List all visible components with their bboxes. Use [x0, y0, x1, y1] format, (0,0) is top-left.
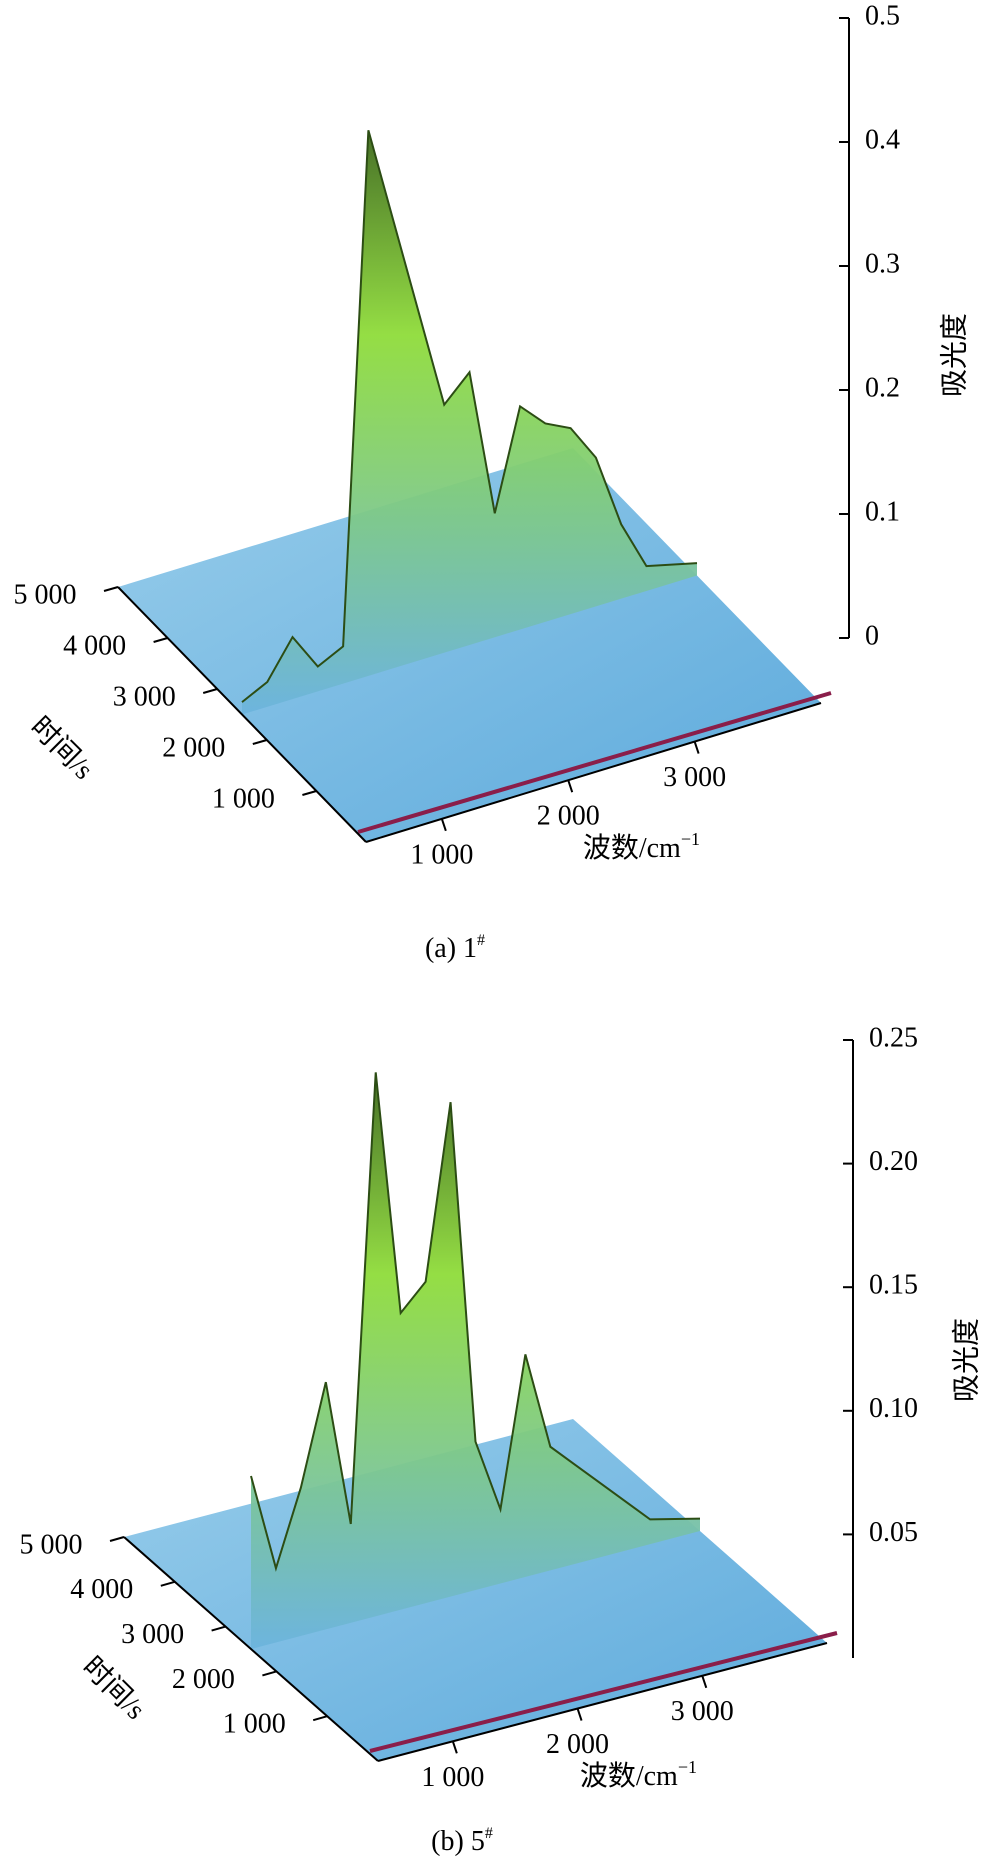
y-tick — [252, 739, 268, 745]
x-axis-label: 波数/cm−1 — [580, 1757, 697, 1792]
y-tick-label: 2 000 — [172, 1664, 235, 1695]
z-tick-label: 0.05 — [869, 1517, 918, 1548]
y-axis — [117, 586, 367, 843]
caption-sup: # — [477, 932, 485, 949]
y-tick — [109, 1536, 125, 1542]
z-tick-label: 0.15 — [869, 1270, 918, 1301]
y-tick-label: 5 000 — [14, 579, 77, 610]
y-tick-label: 3 000 — [113, 681, 176, 712]
y-tick-label: 4 000 — [70, 1574, 133, 1605]
y-tick-label: 2 000 — [162, 732, 225, 763]
y-tick-label: 5 000 — [20, 1529, 83, 1560]
y-tick — [103, 586, 119, 592]
z-tick-label: 0.20 — [869, 1146, 918, 1177]
z-tick-label: 0.10 — [869, 1393, 918, 1424]
surface-ridge — [251, 1072, 700, 1649]
y-tick — [312, 1715, 328, 1722]
z-tick-label: 0.1 — [865, 496, 900, 527]
x-tick-label: 2 000 — [537, 801, 600, 832]
caption-sup: # — [485, 1825, 493, 1842]
z-axis-label: 吸光度 — [938, 313, 970, 397]
y-tick — [202, 688, 218, 694]
z-axis-label: 吸光度 — [950, 1318, 982, 1402]
x-tick-label: 1 000 — [410, 839, 473, 870]
x-tick — [693, 741, 700, 754]
caption-text: (a) 1 — [425, 933, 477, 964]
x-tick — [440, 818, 447, 832]
front-edge — [369, 1631, 838, 1753]
x-axis-label-text: 波数/cm — [580, 1760, 678, 1792]
x-tick-label: 1 000 — [421, 1762, 484, 1793]
x-axis-label: 波数/cm−1 — [583, 829, 700, 864]
x-axis-label-text: 波数/cm — [583, 832, 681, 864]
y-tick — [262, 1670, 277, 1677]
y-tick — [211, 1625, 226, 1632]
x-axis-label-sup: −1 — [681, 829, 700, 849]
surface-ridge — [242, 130, 697, 715]
x-tick — [451, 1741, 458, 1754]
y-tick-label: 1 000 — [212, 783, 275, 814]
x-tick — [701, 1675, 708, 1689]
z-tick-label: 0 — [865, 620, 879, 651]
y-tick — [160, 1580, 176, 1587]
x-tick — [567, 779, 574, 793]
z-tick-label: 0.4 — [865, 124, 900, 155]
profile-line — [241, 130, 698, 703]
y-tick — [153, 637, 168, 643]
front-edge — [357, 691, 832, 834]
profile-line — [250, 1072, 701, 1572]
chart: 1 000 2 000 3 000 1 000 2 000 3 000 4 000 5 000… — [20, 1022, 983, 1857]
caption: (b) 5# — [431, 1825, 493, 1857]
z-tick-label: 0.3 — [865, 248, 900, 279]
y-axis-label: 时间/s — [76, 1650, 151, 1725]
z-tick-label: 0.5 — [865, 0, 900, 31]
x-tick — [576, 1708, 583, 1721]
y-tick-label: 3 000 — [121, 1619, 184, 1650]
x-tick-label: 3 000 — [663, 762, 726, 793]
y-axis-label: 时间/s — [24, 710, 99, 785]
caption-text: (b) 5 — [431, 1826, 485, 1857]
x-tick-label: 3 000 — [671, 1696, 734, 1727]
x-axis-label-sup: −1 — [678, 1757, 697, 1777]
x-tick-label: 2 000 — [546, 1729, 609, 1760]
z-tick-label: 0.2 — [865, 372, 900, 403]
y-axis — [123, 1536, 379, 1762]
chart: 1 000 2 000 3 000 1 000 2 000 3 000 4 000 5 000… — [14, 0, 971, 964]
caption: (a) 1# — [425, 932, 485, 965]
y-tick — [302, 790, 317, 796]
z-tick-label: 0.25 — [869, 1022, 918, 1053]
y-tick-label: 4 000 — [63, 630, 126, 661]
y-tick-label: 1 000 — [223, 1709, 286, 1740]
